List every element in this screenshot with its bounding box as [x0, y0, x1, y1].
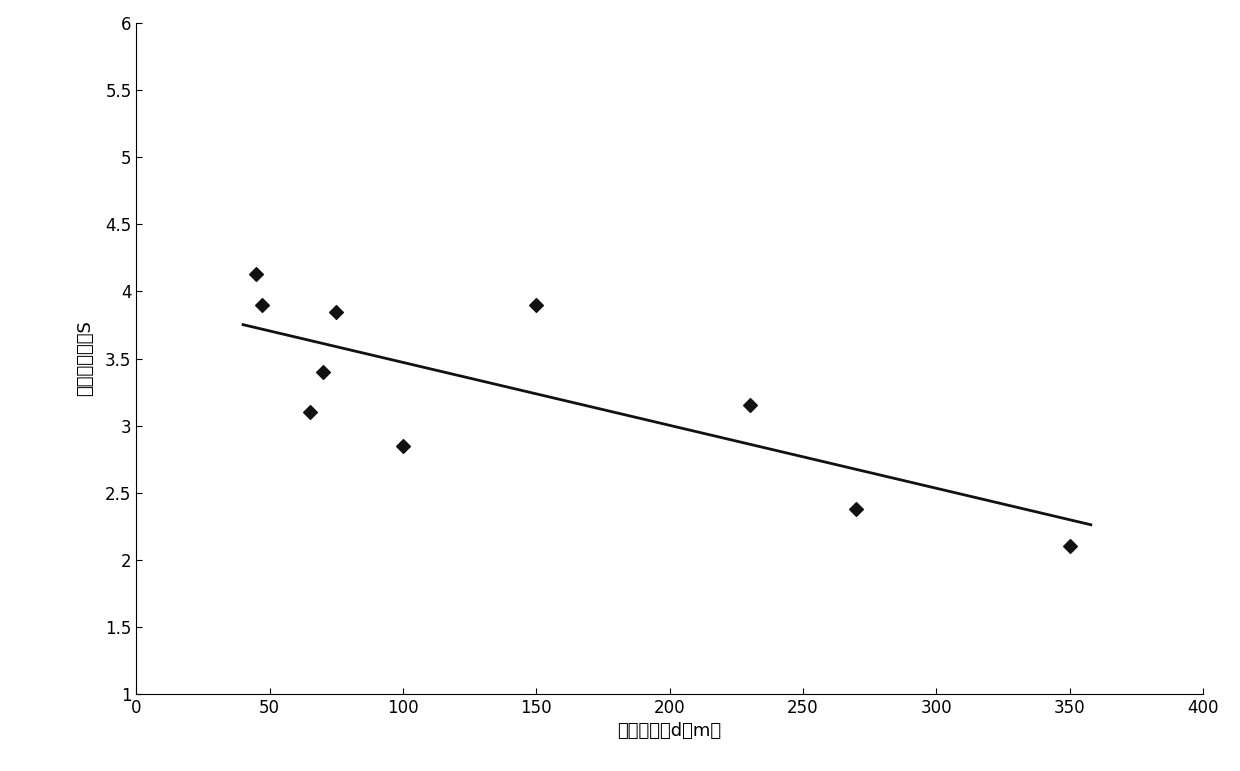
Point — [247, 268, 267, 280]
X-axis label: 距断层距离d（m）: 距断层距离d（m） — [618, 722, 722, 740]
Point — [526, 298, 546, 311]
Point — [300, 406, 320, 419]
Point — [739, 399, 759, 412]
Point — [252, 298, 272, 311]
Point — [312, 365, 332, 378]
Y-axis label: 油气富集指数S: 油气富集指数S — [76, 321, 94, 396]
Point — [846, 503, 866, 515]
Point — [1059, 540, 1079, 553]
Point — [326, 305, 346, 318]
Point — [393, 439, 413, 452]
